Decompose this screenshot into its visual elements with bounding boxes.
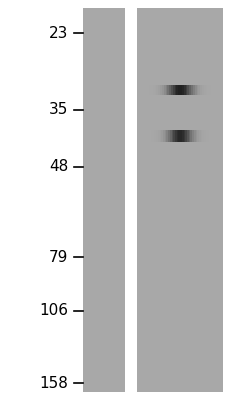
Bar	[147, 86, 148, 96]
Bar	[164, 130, 166, 142]
Bar	[157, 130, 159, 142]
Bar	[178, 130, 179, 142]
Bar	[83, 8, 125, 392]
Bar	[162, 130, 164, 142]
Bar	[145, 130, 147, 142]
Bar	[176, 130, 178, 142]
Bar	[181, 130, 183, 142]
Bar	[161, 130, 162, 142]
Bar	[183, 130, 184, 142]
Bar	[171, 130, 173, 142]
Bar	[194, 86, 196, 96]
Bar	[198, 130, 200, 142]
Bar	[150, 130, 152, 142]
Bar	[152, 130, 154, 142]
Text: 35: 35	[49, 102, 68, 117]
Bar	[205, 86, 207, 96]
Bar	[208, 130, 210, 142]
Bar	[181, 86, 183, 96]
Bar	[212, 130, 213, 142]
Bar	[136, 8, 222, 392]
Bar	[143, 86, 145, 96]
Bar	[168, 86, 170, 96]
Bar	[152, 86, 154, 96]
Bar	[208, 86, 210, 96]
Bar	[165, 86, 167, 96]
Bar	[161, 86, 163, 96]
Bar	[174, 130, 176, 142]
Bar	[195, 130, 196, 142]
Bar	[145, 86, 147, 96]
Text: 158: 158	[39, 376, 68, 390]
Bar	[201, 130, 203, 142]
Bar	[179, 86, 181, 96]
Bar	[155, 130, 157, 142]
Bar	[193, 130, 195, 142]
Bar	[179, 130, 181, 142]
Bar	[210, 86, 212, 96]
Bar	[159, 86, 161, 96]
Bar	[186, 130, 188, 142]
Bar	[199, 86, 201, 96]
Bar	[174, 86, 176, 96]
Text: 79: 79	[49, 250, 68, 265]
Bar	[156, 86, 158, 96]
Bar	[192, 86, 194, 96]
Bar	[154, 130, 155, 142]
Bar	[200, 130, 201, 142]
Bar	[190, 86, 192, 96]
Bar	[187, 86, 188, 96]
Bar	[178, 86, 179, 96]
Bar	[183, 86, 185, 96]
Text: 48: 48	[49, 159, 68, 174]
Bar	[148, 86, 150, 96]
Bar	[159, 130, 160, 142]
Bar	[212, 86, 214, 96]
Bar	[203, 86, 205, 96]
Bar	[214, 86, 216, 96]
Text: 106: 106	[39, 303, 68, 318]
Bar	[170, 86, 172, 96]
Bar	[185, 86, 187, 96]
Bar	[196, 130, 198, 142]
Bar	[147, 130, 149, 142]
Bar	[176, 86, 178, 96]
Bar	[207, 130, 208, 142]
Bar	[158, 86, 159, 96]
Bar	[168, 130, 169, 142]
Bar	[169, 130, 171, 142]
Bar	[150, 86, 152, 96]
Text: 23: 23	[49, 26, 68, 41]
Bar	[172, 86, 174, 96]
Bar	[167, 86, 168, 96]
Bar	[163, 86, 165, 96]
Bar	[166, 130, 167, 142]
Bar	[203, 130, 205, 142]
Bar	[190, 130, 191, 142]
Bar	[196, 86, 197, 96]
Bar	[184, 130, 186, 142]
Bar	[207, 86, 208, 96]
Bar	[201, 86, 203, 96]
Bar	[210, 130, 212, 142]
Bar	[188, 86, 190, 96]
Bar	[191, 130, 193, 142]
Bar	[154, 86, 156, 96]
Bar	[149, 130, 150, 142]
Bar	[197, 86, 199, 96]
Bar	[173, 130, 174, 142]
Bar	[205, 130, 207, 142]
Bar	[188, 130, 190, 142]
